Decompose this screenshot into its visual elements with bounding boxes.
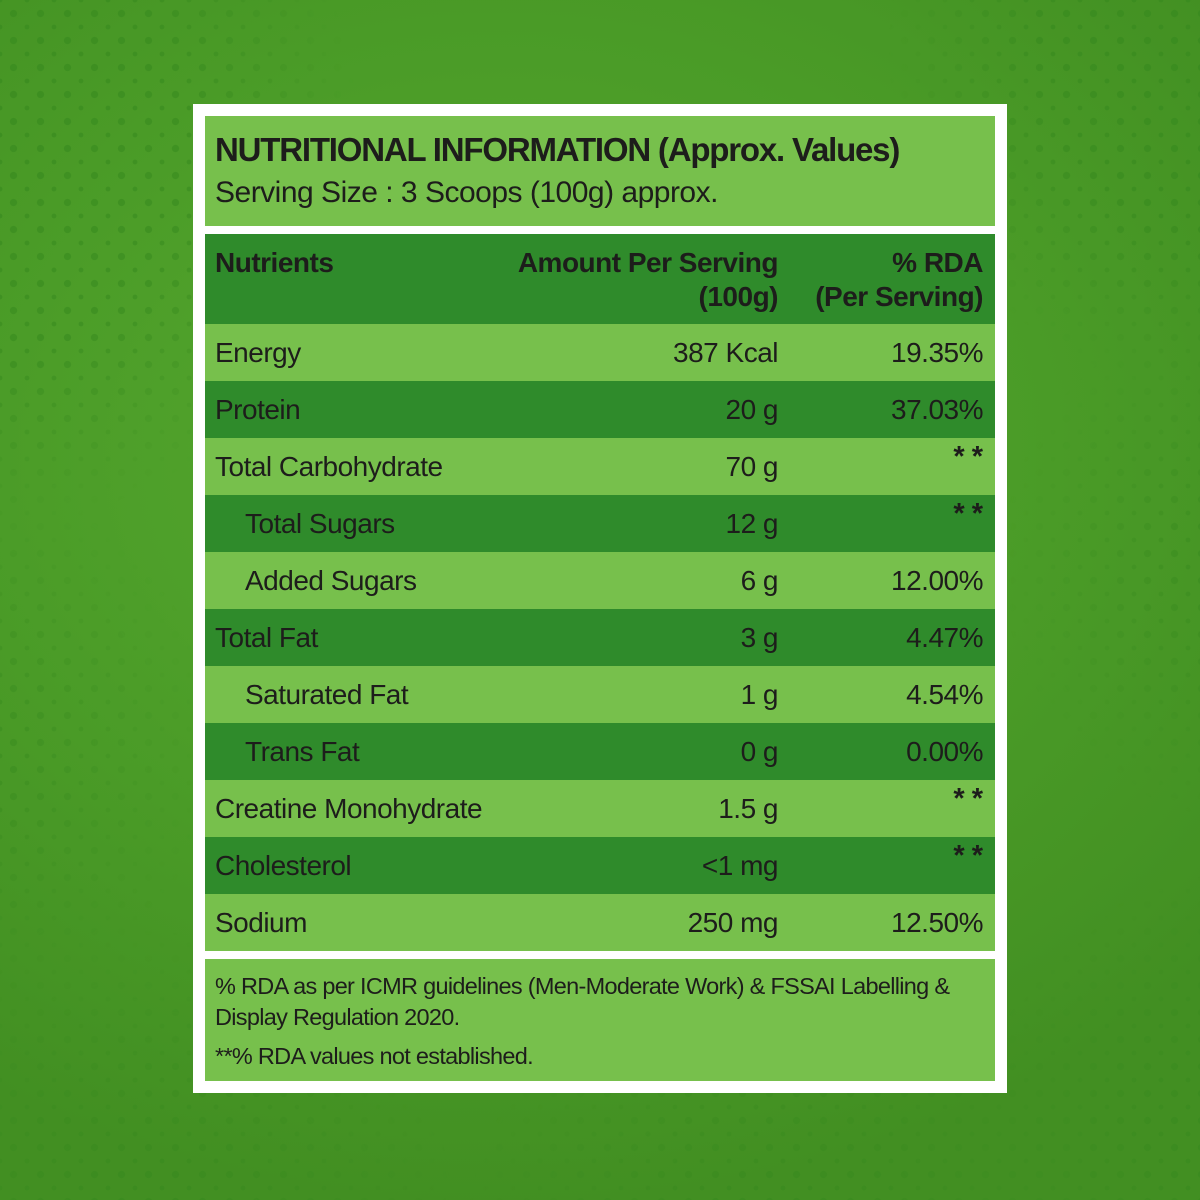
table-row-total-fat: Total Fat 3 g 4.47% (205, 609, 995, 666)
table-row-cholesterol: Cholesterol <1 mg ** (205, 837, 995, 894)
nutrient-name: Total Fat (215, 621, 318, 653)
header-rda: % RDA (Per Serving) (778, 246, 995, 324)
table-row-energy: Energy 387 Kcal 19.35% (205, 324, 995, 381)
table-row-trans-fat: Trans Fat 0 g 0.00% (205, 723, 995, 780)
amount-value: 70 g (725, 450, 779, 482)
amount-value: 1 g (740, 678, 779, 710)
header-nutrients: Nutrients (205, 246, 492, 324)
nutrient-name: Creatine Monohydrate (215, 792, 483, 824)
amount-value: <1 mg (701, 849, 779, 881)
nutrient-name: Total Sugars (245, 507, 395, 539)
table-row-total-sugars: Total Sugars 12 g ** (205, 495, 995, 552)
table-row-saturated-fat: Saturated Fat 1 g 4.54% (205, 666, 995, 723)
rda-value: 12.00% (891, 564, 983, 596)
rda-value: 12.50% (891, 906, 983, 938)
amount-value: 0 g (740, 735, 779, 767)
table-row-creatine-monohydrate: Creatine Monohydrate 1.5 g ** (205, 780, 995, 837)
rda-not-established-marker: ** (953, 783, 990, 815)
table-header-row: Nutrients Amount Per Serving (100g) % RD… (205, 234, 995, 324)
rda-value: 0.00% (906, 735, 983, 767)
footnote-rda-guidelines: % RDA as per ICMR guidelines (Men-Modera… (215, 973, 950, 1030)
rda-value: 37.03% (891, 393, 983, 425)
amount-value: 387 Kcal (673, 336, 778, 368)
serving-size-text: Serving Size : 3 Scoops (100g) approx. (215, 176, 718, 209)
table-row-added-sugars: Added Sugars 6 g 12.00% (205, 552, 995, 609)
header-amount-line1: Amount Per Serving (517, 247, 779, 278)
nutrient-name: Added Sugars (245, 564, 417, 596)
header-amount-per-serving: Amount Per Serving (100g) (492, 246, 779, 324)
table-row-total-carbohydrate: Total Carbohydrate 70 g ** (205, 438, 995, 495)
nutrition-label-panel: NUTRITIONAL INFORMATION (Approx. Values)… (193, 104, 1007, 1093)
nutrient-name: Sodium (215, 906, 307, 938)
header-nutrients-label: Nutrients (215, 247, 334, 278)
amount-value: 1.5 g (718, 792, 778, 824)
table-row-protein: Protein 20 g 37.03% (205, 381, 995, 438)
nutrient-name: Saturated Fat (245, 678, 409, 710)
nutrient-name: Energy (215, 336, 301, 368)
nutrition-table: Nutrients Amount Per Serving (100g) % RD… (205, 234, 995, 951)
rda-not-established-marker: ** (953, 441, 990, 473)
footnotes-block: % RDA as per ICMR guidelines (Men-Modera… (205, 959, 995, 1081)
table-row-sodium: Sodium 250 mg 12.50% (205, 894, 995, 951)
amount-value: 20 g (725, 393, 779, 425)
amount-value: 250 mg (687, 906, 779, 938)
rda-not-established-marker: ** (953, 498, 990, 530)
rda-value: 4.54% (906, 678, 983, 710)
header-rda-line1: % RDA (892, 247, 983, 278)
header-rda-line2: (Per Serving) (815, 281, 983, 312)
amount-value: 12 g (725, 507, 779, 539)
nutrient-name: Trans Fat (245, 735, 360, 767)
rda-not-established-marker: ** (953, 840, 990, 872)
nutrient-name: Total Carbohydrate (215, 450, 443, 482)
amount-value: 6 g (740, 564, 779, 596)
panel-title: NUTRITIONAL INFORMATION (Approx. Values) (215, 131, 900, 168)
nutrient-name: Cholesterol (215, 849, 352, 881)
rda-value: 19.35% (891, 336, 983, 368)
nutrient-name: Protein (215, 393, 301, 425)
footnote-rda-not-established: **% RDA values not established. (215, 1043, 534, 1069)
rda-value: 4.47% (906, 621, 983, 653)
header-amount-line2: (100g) (698, 281, 779, 312)
amount-value: 3 g (740, 621, 779, 653)
title-block: NUTRITIONAL INFORMATION (Approx. Values)… (205, 116, 995, 226)
